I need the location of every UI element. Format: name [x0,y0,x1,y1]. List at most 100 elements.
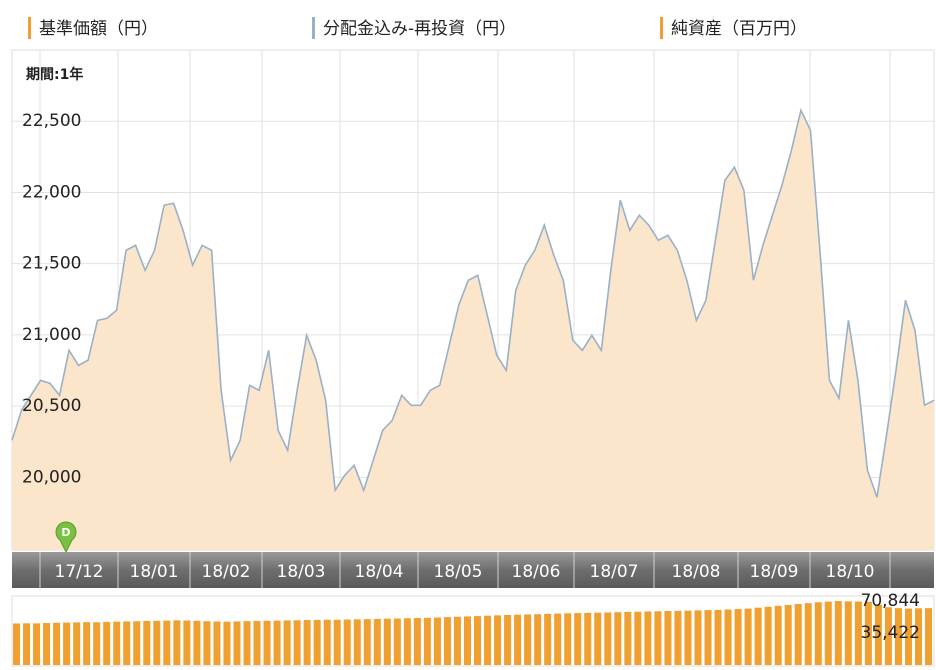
volume-bar [764,606,772,665]
volume-bar [844,601,852,665]
volume-bar [233,621,241,665]
volume-bar [904,608,912,665]
volume-bar [684,610,692,665]
volume-bar [714,609,722,665]
x-tick-label: 18/09 [750,562,799,582]
volume-bar [113,621,121,665]
x-tick-label: 18/02 [202,562,251,582]
volume-bar [93,622,101,665]
volume-bar [253,620,261,665]
volume-bar [594,612,602,665]
legend-swatch [660,17,663,39]
volume-bar [884,607,892,665]
volume-bar [524,614,532,665]
volume-bar [223,621,231,665]
volume-bar [453,616,461,665]
volume-bar [143,620,151,665]
x-tick-label: 18/03 [277,562,326,582]
volume-bar [694,610,702,665]
legend-label: 分配金込み-再投資（円） [323,19,516,39]
volume-bar [704,610,712,665]
volume-bar [864,601,872,665]
volume-bar [634,611,642,665]
marker-pin [55,521,77,554]
volume-bar [814,602,822,665]
volume-bar [654,611,662,665]
legend-swatch [312,17,315,39]
volume-bar [13,623,21,665]
volume-bar [614,612,622,665]
volume-bar [744,608,752,665]
volume-bar [894,608,902,665]
volume-bar [393,618,401,665]
dividend-marker: D [55,521,77,554]
volume-bar [413,618,421,665]
line [11,107,935,498]
volume-bar [664,611,672,665]
volume-bar [323,619,331,665]
volume-bar [63,622,71,665]
volume-bar [544,613,552,665]
volume-bar [373,618,381,665]
volume-bar [433,617,441,665]
marker-label: D [61,526,70,539]
volume-bar [243,621,251,665]
volume-bar [303,620,311,665]
volume-bar [874,604,882,665]
y2-tick-label: 70,844 [861,591,920,611]
y-tick-label: 20,000 [22,467,81,487]
volume-bar [804,603,812,665]
volume-bar [83,622,91,665]
volume-bar [73,622,81,665]
volume-bar [494,615,502,665]
volume-bar [383,618,391,665]
volume-bar [103,621,111,665]
y-tick-label: 21,500 [22,254,81,274]
volume-bar [534,614,542,665]
volume-bar [343,619,351,665]
volume-bar [353,619,361,665]
volume-bar [33,623,41,665]
volume-bar [794,604,802,665]
volume-bar [443,617,451,665]
volume-bar [43,623,51,665]
volume-bar [644,611,652,665]
volume-bar [474,616,482,665]
y-tick-label: 20,500 [22,396,81,416]
volume-bar [403,618,411,665]
volume-bar [363,619,371,665]
x-tick-label: 18/08 [672,562,721,582]
volume-bar [153,620,161,665]
legend-swatch [28,17,31,39]
volume-bar [263,620,271,665]
y-tick-label: 21,000 [22,325,81,345]
volume-bar [313,619,321,665]
volume-bar [53,622,61,665]
volume-bar [774,605,782,665]
volume-bar [854,601,862,665]
y-tick-label: 22,000 [22,182,81,202]
y-tick-label: 22,500 [22,111,81,131]
volume-bar [273,620,281,665]
x-tick-label: 18/04 [355,562,404,582]
volume-bar [123,621,131,665]
volume-bar [604,612,612,665]
volume-bar [133,621,141,665]
area [12,110,934,550]
volume-bar [173,620,181,665]
volume-bar [484,615,492,665]
x-tick-label: 18/10 [826,562,875,582]
volume-bar [504,614,512,665]
x-tick-label: 17/12 [55,562,104,582]
volume-bar [423,617,431,665]
volume-bar [183,620,191,665]
volume-bar [574,613,582,665]
volume-bar [463,616,471,665]
x-axis-bar [12,552,934,588]
volume-bar [193,620,201,665]
volume-bar [924,608,932,665]
legend-label: 純資産（百万円） [671,19,807,39]
x-tick-label: 18/07 [590,562,639,582]
